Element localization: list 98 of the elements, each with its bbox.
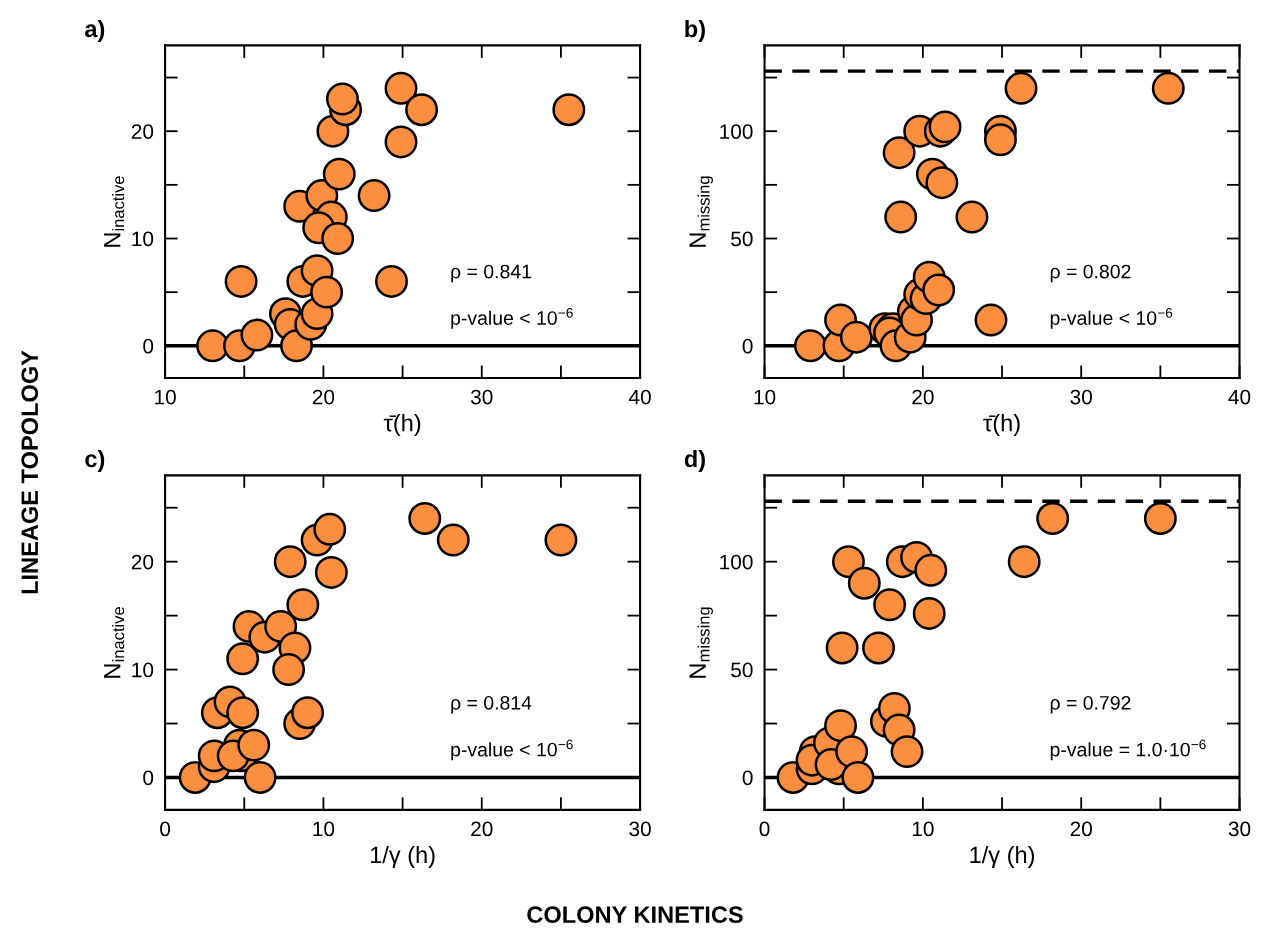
point (825, 631, 859, 665)
point (793, 329, 827, 363)
point (240, 318, 274, 352)
point (824, 709, 857, 743)
point (325, 82, 359, 116)
y-tick-label: 10 (132, 231, 154, 247)
point (314, 555, 348, 589)
point (544, 523, 578, 557)
point (310, 275, 344, 309)
point (983, 123, 1017, 157)
point (226, 696, 260, 730)
x-tick-label: 40 (1228, 389, 1251, 405)
point (243, 761, 277, 794)
point (1036, 502, 1070, 535)
point (884, 200, 918, 234)
point (224, 264, 258, 298)
y-tick-label: 0 (143, 338, 154, 354)
point (322, 157, 356, 191)
point (862, 631, 895, 665)
point (1143, 502, 1177, 535)
y-axis-title: N$_{inactive}$ (104, 607, 125, 678)
x-tick-label: 30 (1228, 821, 1251, 837)
annotation: p-value < 10$^{−6}$ (1050, 308, 1173, 329)
point (925, 166, 959, 200)
point (384, 71, 418, 105)
point (974, 303, 1008, 337)
x-axis-title: 1/γ (h) (970, 845, 1035, 868)
x-tick-label: 40 (628, 389, 651, 405)
text: COLONY KINETICS (527, 906, 743, 923)
point (357, 179, 391, 213)
point (436, 523, 470, 557)
annotation: ρ = 0.841 (451, 264, 532, 283)
point (890, 735, 924, 769)
y-tick-label: 0 (742, 770, 753, 786)
x-tick-label: 10 (155, 389, 176, 405)
annotation: ρ = 0.814 (451, 695, 532, 714)
text: LINEAGE TOPOLOGY (21, 350, 39, 594)
x-tick-label: 30 (629, 821, 651, 837)
x-tick-label: 20 (912, 389, 934, 405)
x-tick-label: 20 (471, 821, 493, 837)
point (313, 512, 347, 546)
x-tick-label: 30 (470, 389, 493, 405)
point (955, 200, 989, 234)
y-axis-title: N$_{missing}$ (689, 607, 713, 678)
y-tick-label: 50 (731, 662, 753, 678)
y-tick-label: 20 (131, 124, 154, 139)
chart-title: c) (85, 449, 105, 472)
point (873, 588, 907, 622)
annotation: p-value = 1.0·10$^{−6}$ (1050, 739, 1206, 761)
point (273, 545, 307, 579)
chart-title: a) (85, 19, 105, 42)
point (922, 273, 956, 307)
point (237, 728, 271, 762)
x-axis-title: 1/γ (h) (370, 845, 435, 868)
x-tick-label: 20 (312, 389, 335, 405)
point (1004, 71, 1038, 105)
annotation: p-value < 10$^{−6}$ (451, 739, 573, 761)
y-tick-label: 20 (131, 554, 154, 570)
x-tick-label: 0 (759, 821, 770, 837)
point (1151, 71, 1185, 105)
point (375, 264, 408, 298)
y-tick-label: 0 (143, 770, 154, 786)
x-tick-label: 20 (1070, 821, 1092, 837)
y-tick-label: 10 (132, 662, 154, 678)
point (912, 597, 946, 630)
point (1007, 545, 1041, 579)
point (321, 222, 355, 255)
point (552, 93, 586, 127)
x-tick-label: 10 (313, 821, 335, 837)
point (286, 588, 320, 622)
annotation: ρ = 0.792 (1050, 695, 1131, 714)
point (882, 136, 916, 170)
x-tick-label: 0 (160, 821, 171, 837)
point (405, 93, 439, 127)
point (847, 566, 881, 600)
chart-title: d) (684, 449, 705, 472)
y-tick-label: 50 (731, 231, 753, 247)
x-tick-label: 10 (754, 389, 776, 405)
x-axis-title: τ̄(h) (983, 414, 1020, 437)
point (408, 502, 442, 535)
point (384, 125, 418, 159)
point (839, 320, 873, 354)
x-axis-title: τ̄(h) (383, 414, 421, 437)
y-tick-label: 0 (742, 338, 753, 354)
point (226, 642, 260, 676)
y-tick-label: 100 (720, 554, 753, 570)
y-axis-title: N$_{inactive}$ (104, 176, 125, 247)
chart-title: b) (685, 19, 705, 42)
annotation: ρ = 0.802 (1050, 264, 1131, 283)
point (272, 653, 306, 687)
x-tick-label: 30 (1070, 389, 1092, 405)
annotation: p-value < 10$^{−6}$ (451, 308, 573, 329)
point (831, 545, 865, 579)
point (291, 696, 325, 730)
x-tick-label: 10 (912, 821, 934, 837)
point (914, 553, 948, 587)
y-axis-title: N$_{missing}$ (689, 176, 713, 247)
y-tick-label: 100 (720, 124, 753, 139)
